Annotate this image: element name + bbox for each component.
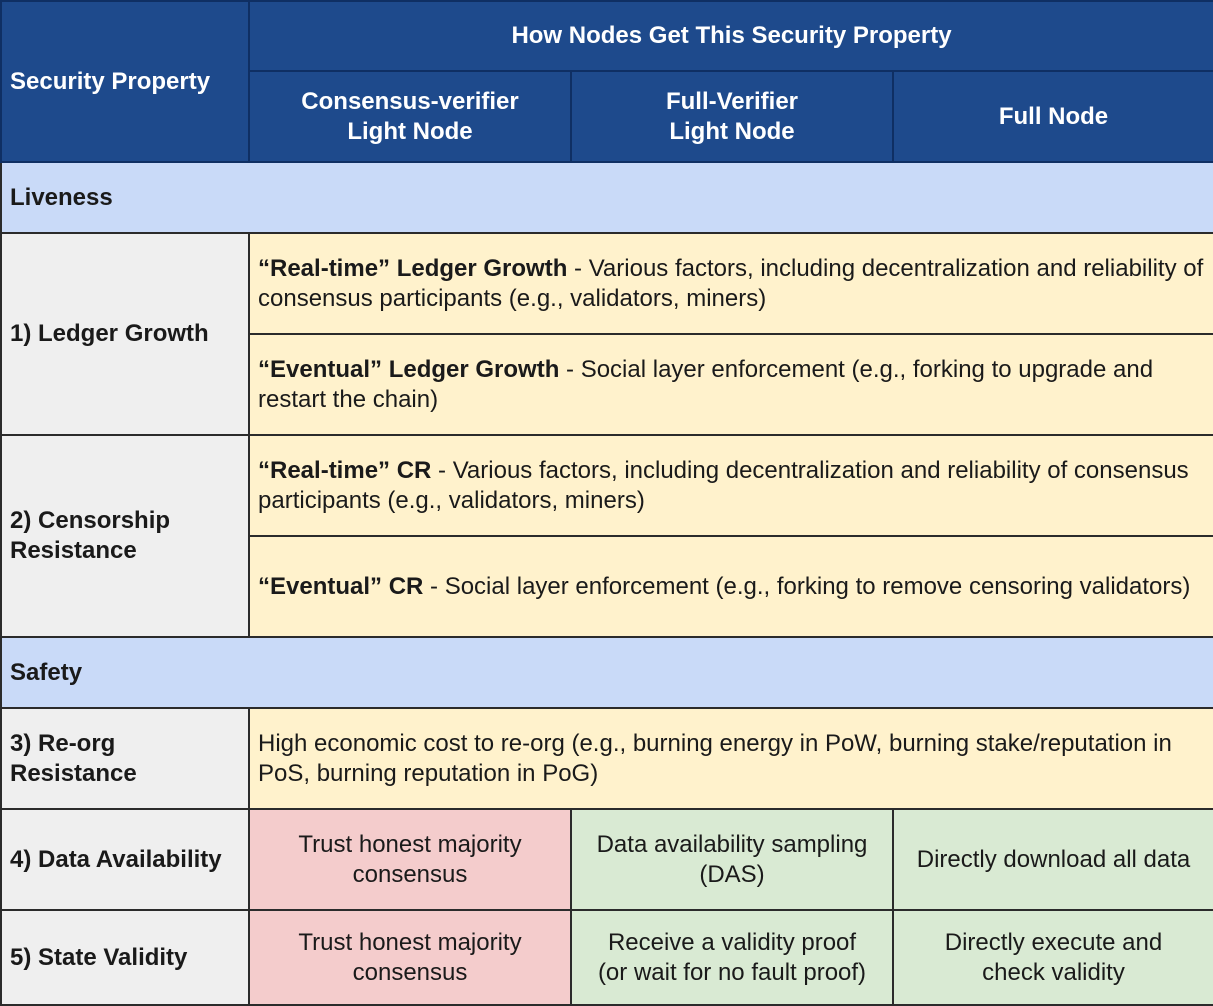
state-validity-full-node: Directly execute and check validity xyxy=(892,909,1213,1006)
consensus-verifier-header: Consensus-verifier Light Node xyxy=(248,70,572,163)
ledger-growth-eventual: “Eventual” Ledger Growth - Social layer … xyxy=(248,333,1213,436)
section-liveness: Liveness xyxy=(0,161,1213,234)
ledger-growth-label: 1) Ledger Growth xyxy=(0,232,250,436)
censorship-resistance-label: 2) Censorship Resistance xyxy=(0,434,250,638)
full-verifier-header: Full-Verifier Light Node xyxy=(570,70,894,163)
state-validity-consensus-verifier: Trust honest majority consensus xyxy=(248,909,572,1006)
ledger-growth-realtime: “Real-time” Ledger Growth - Various fact… xyxy=(248,232,1213,335)
data-availability-label: 4) Data Availability xyxy=(0,808,250,911)
data-availability-full-node: Directly download all data xyxy=(892,808,1213,911)
data-availability-full-verifier: Data availability sampling (DAS) xyxy=(570,808,894,911)
state-validity-full-verifier: Receive a validity proof (or wait for no… xyxy=(570,909,894,1006)
section-safety: Safety xyxy=(0,636,1213,709)
censorship-eventual: “Eventual” CR - Social layer enforcement… xyxy=(248,535,1213,638)
reorg-description: High economic cost to re-org (e.g., burn… xyxy=(248,707,1213,810)
full-node-header: Full Node xyxy=(892,70,1213,163)
censorship-realtime: “Real-time” CR - Various factors, includ… xyxy=(248,434,1213,537)
data-availability-consensus-verifier: Trust honest majority consensus xyxy=(248,808,572,911)
how-nodes-header: How Nodes Get This Security Property xyxy=(248,0,1213,72)
security-property-header: Security Property xyxy=(0,0,250,163)
state-validity-label: 5) State Validity xyxy=(0,909,250,1006)
reorg-resistance-label: 3) Re-org Resistance xyxy=(0,707,250,810)
